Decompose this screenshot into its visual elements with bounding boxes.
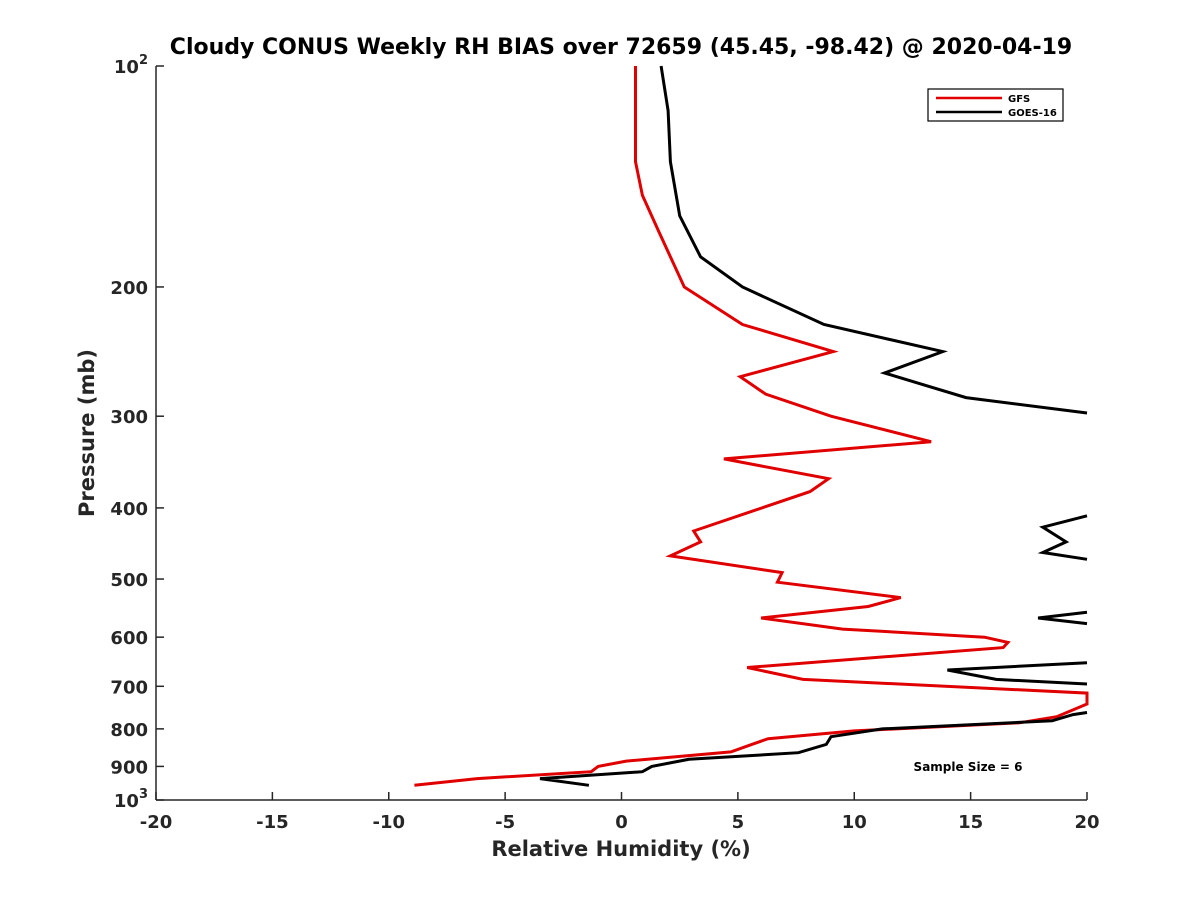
y-tick-label: 103	[114, 787, 148, 812]
chart-title: Cloudy CONUS Weekly RH BIAS over 72659 (…	[170, 35, 1072, 60]
legend-label-goes16: GOES-16	[1008, 108, 1057, 119]
y-tick-label: 600	[110, 628, 148, 649]
y-tick-label: 300	[110, 407, 148, 428]
x-tick-label: -20	[140, 812, 173, 833]
x-tick-label: -10	[372, 812, 405, 833]
sample-size-annotation: Sample Size = 6	[914, 760, 1023, 774]
x-tick-label: -5	[495, 812, 515, 833]
x-tick-label: 5	[732, 812, 745, 833]
x-axis-label: Relative Humidity (%)	[491, 837, 750, 861]
y-tick-exponent: 2	[139, 53, 148, 68]
series-layer	[414, 65, 1089, 787]
x-tick-label: 15	[958, 812, 983, 833]
y-tick-label: 700	[110, 677, 148, 698]
y-tick-label: 102	[114, 53, 148, 78]
y-tick-label: 800	[110, 720, 148, 741]
y-axis-label: Pressure (mb)	[75, 349, 99, 517]
x-tick-label: 20	[1074, 812, 1099, 833]
y-tick-label: 500	[110, 570, 148, 591]
x-ticks: -20 -15 -10 -5 0 5 10 15 20	[140, 792, 1100, 833]
series-line-gfs	[414, 66, 1089, 787]
x-tick-label: -15	[256, 812, 289, 833]
x-tick-label: 0	[615, 812, 628, 833]
y-tick-label: 200	[110, 278, 148, 299]
y-tick-base: 10	[114, 57, 139, 78]
y-tick-label: 400	[110, 499, 148, 520]
y-tick-exponent: 3	[139, 787, 148, 802]
legend-label-gfs: GFS	[1008, 94, 1030, 105]
legend-box	[927, 88, 1064, 122]
series-line-goes16	[539, 65, 1088, 787]
y-tick-base: 10	[114, 791, 139, 812]
x-tick-label: 10	[842, 812, 867, 833]
y-tick-label: 900	[110, 757, 148, 778]
legend: GFS GOES-16	[927, 88, 1064, 122]
